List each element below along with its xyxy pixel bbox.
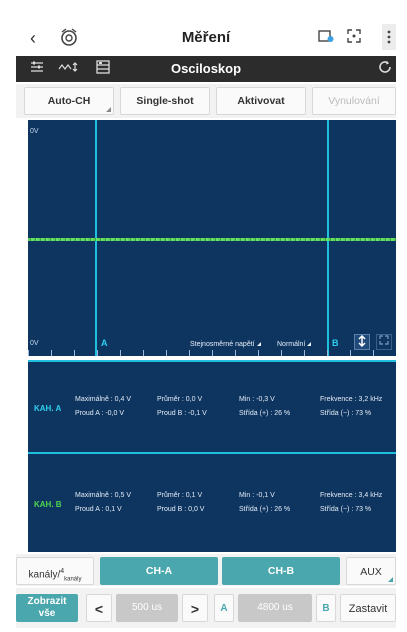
channel-selector-row: kanály/4kanály CH-A CH-B AUX: [16, 554, 396, 586]
show-all-line2: vše: [16, 608, 78, 620]
dropdown-corner-icon: [388, 577, 393, 582]
ch-a-button[interactable]: CH-A: [100, 557, 218, 585]
show-all-button[interactable]: Zobrazit vše: [16, 594, 78, 622]
single-shot-label: Single-shot: [136, 95, 193, 107]
screenshot-icon[interactable]: [318, 29, 334, 46]
stop-button[interactable]: Zastavit: [340, 594, 396, 622]
channel-a-duty-pos: Střída (+) : 26 %: [239, 410, 290, 417]
channel-b-current-a: Proud A : 0,1 V: [75, 506, 122, 513]
refresh-icon[interactable]: [378, 60, 392, 77]
timebase-row: Zobrazit vše < 500 us > A 4800 us B Zast…: [16, 588, 396, 628]
channel-count-button[interactable]: kanály/4kanály: [16, 557, 94, 585]
cursor-b-letter: B: [322, 603, 329, 614]
channel-count-sup: 4: [60, 568, 64, 575]
time-axis-ticks: [28, 350, 396, 356]
aktivovat-label: Aktivovat: [237, 95, 284, 107]
oscilloscope-screen[interactable]: 0V 0V A Stejnosměrné napětí Normální B: [28, 120, 396, 356]
channel-a-freq: Frekvence : 3,2 kHz: [320, 396, 382, 403]
channel-a-duty-neg: Střída (−) : 73 %: [320, 410, 371, 417]
dropdown-corner-icon: [106, 107, 111, 112]
aktivovat-button[interactable]: Aktivovat: [216, 87, 306, 115]
aux-label: AUX: [360, 566, 382, 578]
timebase-value-text: 500 us: [132, 602, 162, 613]
cursor-a-value[interactable]: 4800 us: [238, 594, 312, 622]
coupling-dropdown[interactable]: Stejnosměrné napětí: [190, 341, 261, 348]
channel-count-sub: kanály: [64, 576, 81, 582]
single-shot-button[interactable]: Single-shot: [120, 87, 210, 115]
channel-b-name: KAH. B: [34, 500, 62, 509]
channel-b-avg: Průměr : 0,1 V: [157, 492, 202, 499]
channel-a-min: Min : -0,3 V: [239, 396, 275, 403]
ch-b-label: CH-B: [268, 565, 294, 577]
toolbar-title: Osciloskop: [16, 61, 396, 76]
oscilloscope-toolbar: Osciloskop: [16, 56, 396, 82]
show-all-line1: Zobrazit: [16, 596, 78, 608]
channel-b-duty-pos: Střída (+) : 26 %: [239, 506, 290, 513]
channel-b-min: Min : -0,1 V: [239, 492, 275, 499]
chevron-left-icon: <: [95, 601, 103, 617]
channel-b-panel: KAH. B Maximálně : 0,5 V Proud A : 0,1 V…: [28, 452, 396, 552]
more-icon[interactable]: [382, 24, 396, 50]
channel-count-label: kanály/: [29, 569, 61, 580]
channel-b-duty-neg: Střída (−) : 73 %: [320, 506, 371, 513]
chevron-right-icon: >: [191, 601, 199, 617]
timebase-prev-button[interactable]: <: [86, 594, 112, 622]
trigger-mode-dropdown[interactable]: Normální: [277, 341, 311, 348]
channel-a-current-b: Proud B : -0,1 V: [157, 410, 207, 417]
channel-a-avg: Průměr : 0,0 V: [157, 396, 202, 403]
app-bar: ‹ Měření: [16, 20, 396, 56]
ch-a-label: CH-A: [146, 565, 172, 577]
cursor-b-marker[interactable]: B: [332, 338, 339, 348]
fullscreen-icon[interactable]: [347, 29, 361, 46]
signal-trace: [28, 238, 396, 241]
timebase-next-button[interactable]: >: [182, 594, 208, 622]
expand-icon[interactable]: [376, 334, 392, 350]
channel-b-current-b: Proud B : 0,0 V: [157, 506, 204, 513]
ch-b-button[interactable]: CH-B: [222, 557, 340, 585]
stop-label: Zastavit: [349, 603, 388, 615]
cursor-b-label[interactable]: B: [316, 594, 336, 622]
channel-b-freq: Frekvence : 3,4 kHz: [320, 492, 382, 499]
timebase-value[interactable]: 500 us: [116, 594, 178, 622]
channel-a-panel: KAH. A Maximálně : 0,4 V Proud A : -0,0 …: [28, 360, 396, 452]
channel-a-max: Maximálně : 0,4 V: [75, 396, 131, 403]
cursor-a-letter: A: [220, 603, 227, 614]
vertical-adjust-button[interactable]: [354, 334, 370, 350]
cursor-a-label[interactable]: A: [214, 594, 234, 622]
aux-button[interactable]: AUX: [346, 557, 396, 585]
cursor-a-value-text: 4800 us: [257, 602, 293, 613]
auto-ch-label: Auto-CH: [48, 95, 91, 107]
auto-ch-button[interactable]: Auto-CH: [24, 87, 114, 115]
bottom-voltage-label: 0V: [30, 340, 39, 347]
page-title: Měření: [16, 29, 396, 46]
channel-a-current-a: Proud A : -0,0 V: [75, 410, 124, 417]
cursor-a-marker[interactable]: A: [101, 338, 108, 348]
mode-button-row: Auto-CH Single-shot Aktivovat Vynulování: [16, 84, 396, 118]
vynulovani-button[interactable]: Vynulování: [312, 87, 396, 115]
channel-b-max: Maximálně : 0,5 V: [75, 492, 131, 499]
vynulovani-label: Vynulování: [328, 95, 380, 107]
top-voltage-label: 0V: [30, 128, 39, 135]
channel-a-name: KAH. A: [34, 404, 61, 413]
